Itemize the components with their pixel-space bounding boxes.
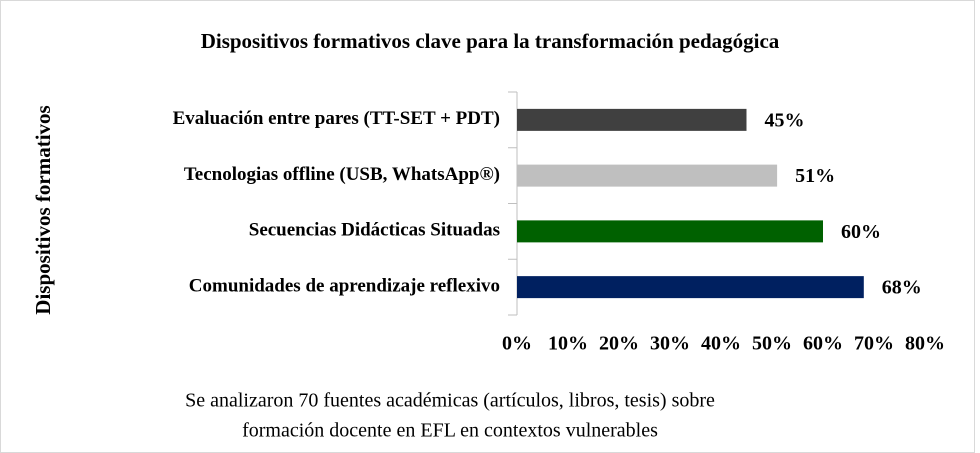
data-label: 51% xyxy=(795,165,835,187)
bar xyxy=(517,220,823,243)
chart-title: Dispositivos formativos clave para la tr… xyxy=(201,29,780,53)
data-label: 60% xyxy=(841,221,881,243)
y-tick-label: Tecnologias offline (USB, WhatsApp®) xyxy=(184,164,500,185)
note: Se analizaron 70 fuentes académicas (art… xyxy=(185,390,715,412)
x-tick-label: 50% xyxy=(752,333,792,355)
y-tick-label: Secuencias Didácticas Situadas xyxy=(249,220,500,241)
y-tick-label: Evaluación entre pares (TT-SET + PDT) xyxy=(173,108,500,129)
x-tick-label: 70% xyxy=(854,333,894,355)
x-tick-label: 60% xyxy=(803,333,843,355)
bar xyxy=(517,276,864,299)
y-tick-label: Comunidades de aprendizaje reflexivo xyxy=(189,275,500,296)
x-tick-label: 0% xyxy=(502,333,532,355)
x-tick-label: 80% xyxy=(905,333,945,355)
bar xyxy=(517,108,747,131)
data-label: 45% xyxy=(765,109,805,131)
x-tick-label: 30% xyxy=(650,333,690,355)
x-tick-label: 20% xyxy=(599,333,639,355)
note: formación docente en EFL en contextos vu… xyxy=(242,420,658,442)
bar xyxy=(517,164,778,187)
x-tick-label: 10% xyxy=(548,333,588,355)
data-label: 68% xyxy=(882,277,922,299)
y-axis-label: Dispositivos formativos xyxy=(31,105,55,314)
x-tick-label: 40% xyxy=(701,333,741,355)
